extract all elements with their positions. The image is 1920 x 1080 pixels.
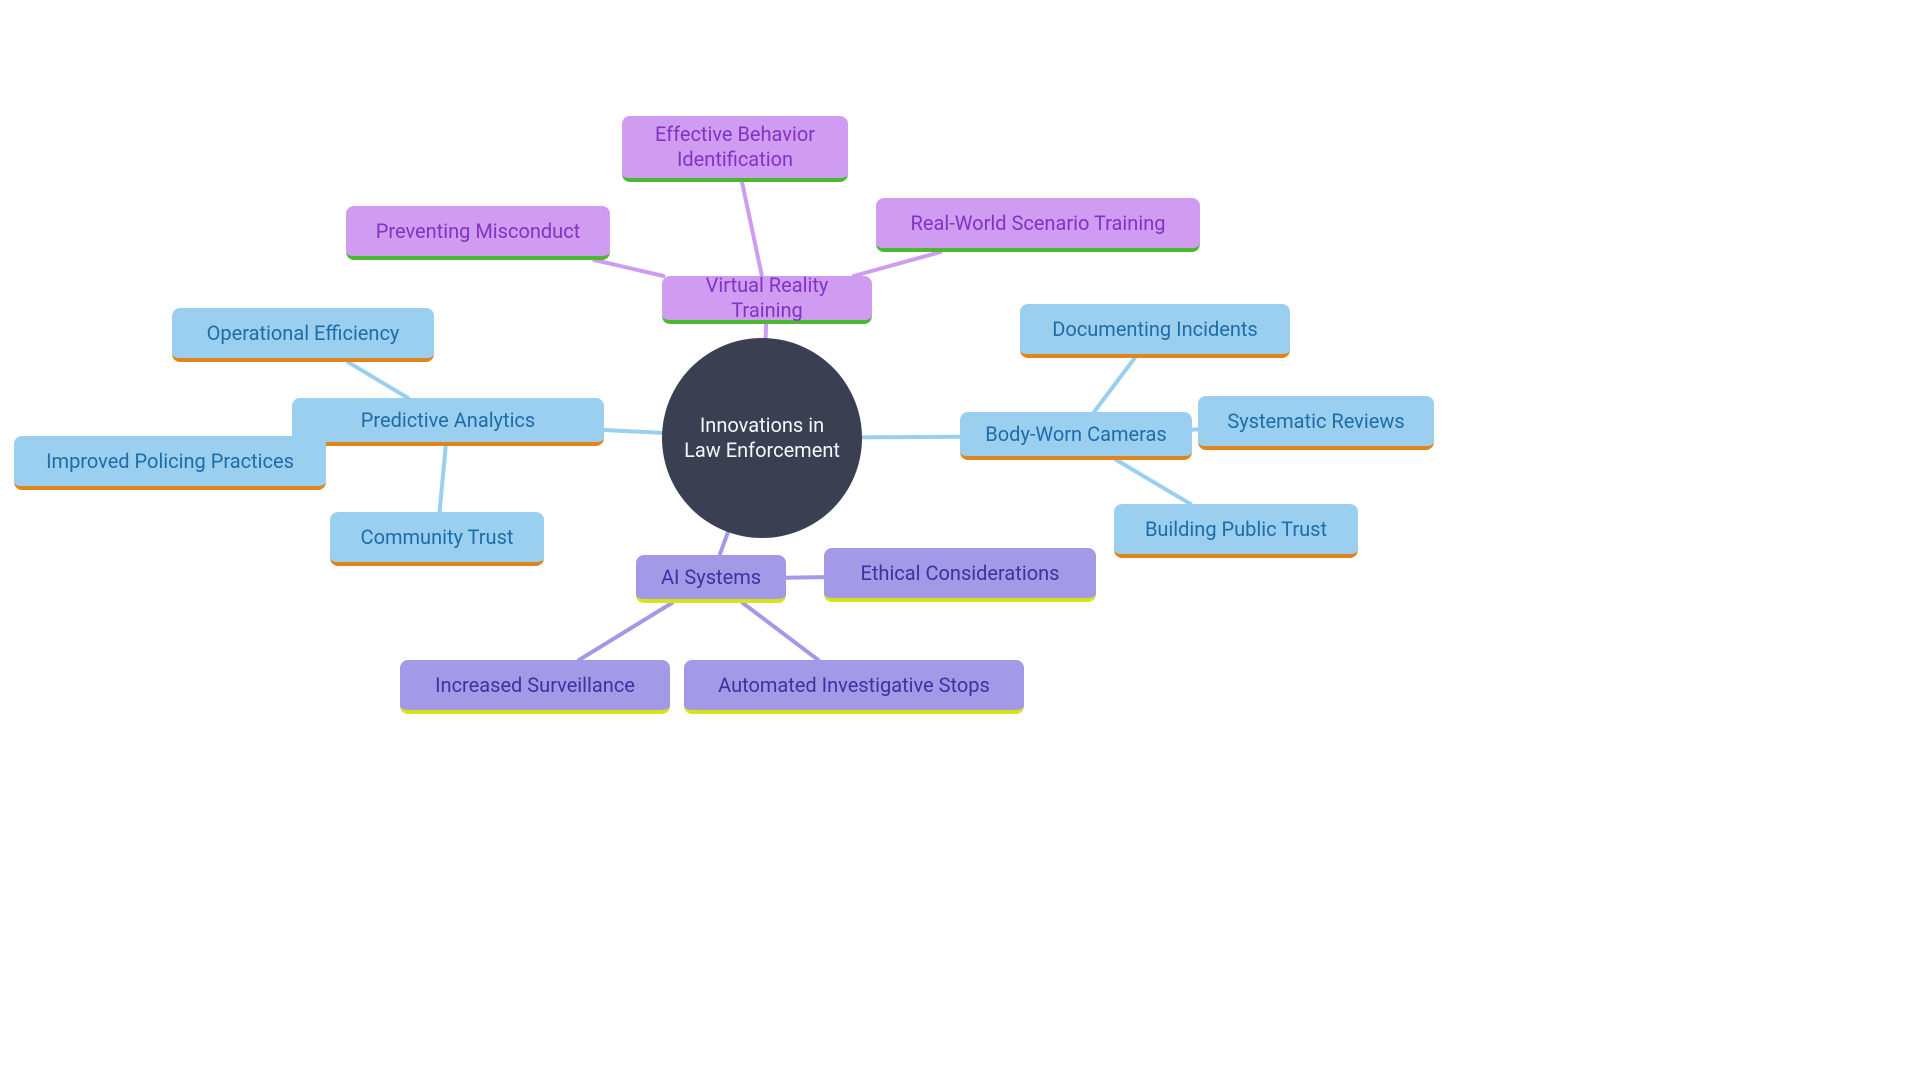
- leaf-label: Increased Surveillance: [435, 673, 635, 698]
- center-label: Innovations in Law Enforcement: [682, 413, 842, 463]
- branch-node-bodycam: Body-Worn Cameras: [960, 412, 1192, 460]
- leaf-node-vr-misconduct: Preventing Misconduct: [346, 206, 610, 260]
- leaf-node-bc-trust: Building Public Trust: [1114, 504, 1358, 558]
- branch-node-vr: Virtual Reality Training: [662, 276, 872, 324]
- edge: [1094, 358, 1135, 412]
- leaf-label: Improved Policing Practices: [46, 449, 294, 474]
- mindmap-canvas: Innovations in Law Enforcement Virtual Re…: [0, 0, 1920, 1080]
- leaf-node-pa-efficiency: Operational Efficiency: [172, 308, 434, 362]
- branch-label: Body-Worn Cameras: [985, 422, 1166, 447]
- leaf-label: Documenting Incidents: [1052, 317, 1257, 342]
- leaf-node-ai-stops: Automated Investigative Stops: [684, 660, 1024, 714]
- leaf-node-pa-trust: Community Trust: [330, 512, 544, 566]
- leaf-label: Ethical Considerations: [861, 561, 1060, 586]
- edge: [594, 260, 663, 276]
- leaf-node-ai-ethics: Ethical Considerations: [824, 548, 1096, 602]
- edge: [440, 446, 446, 512]
- edge: [743, 603, 818, 660]
- edge: [786, 577, 824, 578]
- edge: [862, 437, 960, 438]
- leaf-label: Systematic Reviews: [1227, 409, 1404, 434]
- center-node: Innovations in Law Enforcement: [662, 338, 862, 538]
- leaf-label: Community Trust: [361, 525, 514, 550]
- leaf-label: Building Public Trust: [1145, 517, 1327, 542]
- branch-node-ai: AI Systems: [636, 555, 786, 603]
- branch-label: Virtual Reality Training: [680, 273, 854, 323]
- edge: [742, 182, 762, 276]
- leaf-node-ai-surveillance: Increased Surveillance: [400, 660, 670, 714]
- leaf-node-bc-documenting: Documenting Incidents: [1020, 304, 1290, 358]
- leaf-label: Automated Investigative Stops: [718, 673, 990, 698]
- leaf-label: Operational Efficiency: [207, 321, 400, 346]
- leaf-node-pa-practices: Improved Policing Practices: [14, 436, 326, 490]
- edge: [720, 532, 728, 555]
- edge: [854, 252, 941, 276]
- leaf-label: Effective Behavior Identification: [640, 122, 830, 172]
- leaf-node-bc-reviews: Systematic Reviews: [1198, 396, 1434, 450]
- edge-layer: [0, 0, 1920, 1080]
- leaf-node-vr-behavior: Effective Behavior Identification: [622, 116, 848, 182]
- branch-label: AI Systems: [661, 565, 761, 590]
- edge: [766, 324, 767, 338]
- edge: [348, 362, 408, 398]
- leaf-label: Preventing Misconduct: [376, 219, 580, 244]
- leaf-label: Real-World Scenario Training: [911, 211, 1166, 236]
- leaf-node-vr-scenario: Real-World Scenario Training: [876, 198, 1200, 252]
- edge: [1116, 460, 1190, 504]
- edge: [579, 603, 672, 660]
- edge: [604, 430, 662, 433]
- branch-label: Predictive Analytics: [361, 408, 535, 433]
- branch-node-predictive: Predictive Analytics: [292, 398, 604, 446]
